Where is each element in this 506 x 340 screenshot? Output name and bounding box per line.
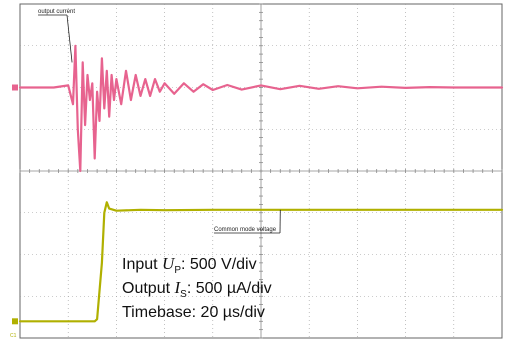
input-scale: : 500 V/div — [181, 256, 257, 273]
annotation-output-current: output current — [38, 9, 75, 15]
output-symbol: I — [173, 278, 181, 297]
output-current-trace — [18, 44, 504, 173]
annotation-common-mode-voltage: Common mode voltage — [214, 227, 277, 233]
common-mode-voltage-trace — [18, 201, 504, 323]
svg-text:Output IS: 500 µA/div: Output IS: 500 µA/div — [122, 278, 272, 300]
input-subscript: P — [174, 265, 181, 276]
output-scale: : 500 µA/div — [187, 280, 272, 297]
svg-text:Input UP: 500 V/div: Input UP: 500 V/div — [122, 254, 257, 276]
waveform-traces: C1 — [10, 44, 504, 339]
input-prefix: Input — [122, 256, 162, 273]
input-symbol: U — [162, 254, 176, 273]
output-current-level-marker — [12, 84, 18, 91]
channel-label-c1: C1 — [10, 333, 17, 339]
annotation-leader — [66, 14, 73, 63]
output-prefix: Output — [122, 280, 174, 297]
timebase-label: Timebase: 20 µs/div — [122, 304, 265, 321]
common-mode-voltage-level-marker — [12, 318, 18, 325]
output-subscript: S — [180, 289, 187, 300]
settings-caption: Input UP: 500 V/div Output IS: 500 µA/di… — [122, 254, 272, 321]
trace-annotations: output current Common mode voltage — [38, 9, 281, 234]
